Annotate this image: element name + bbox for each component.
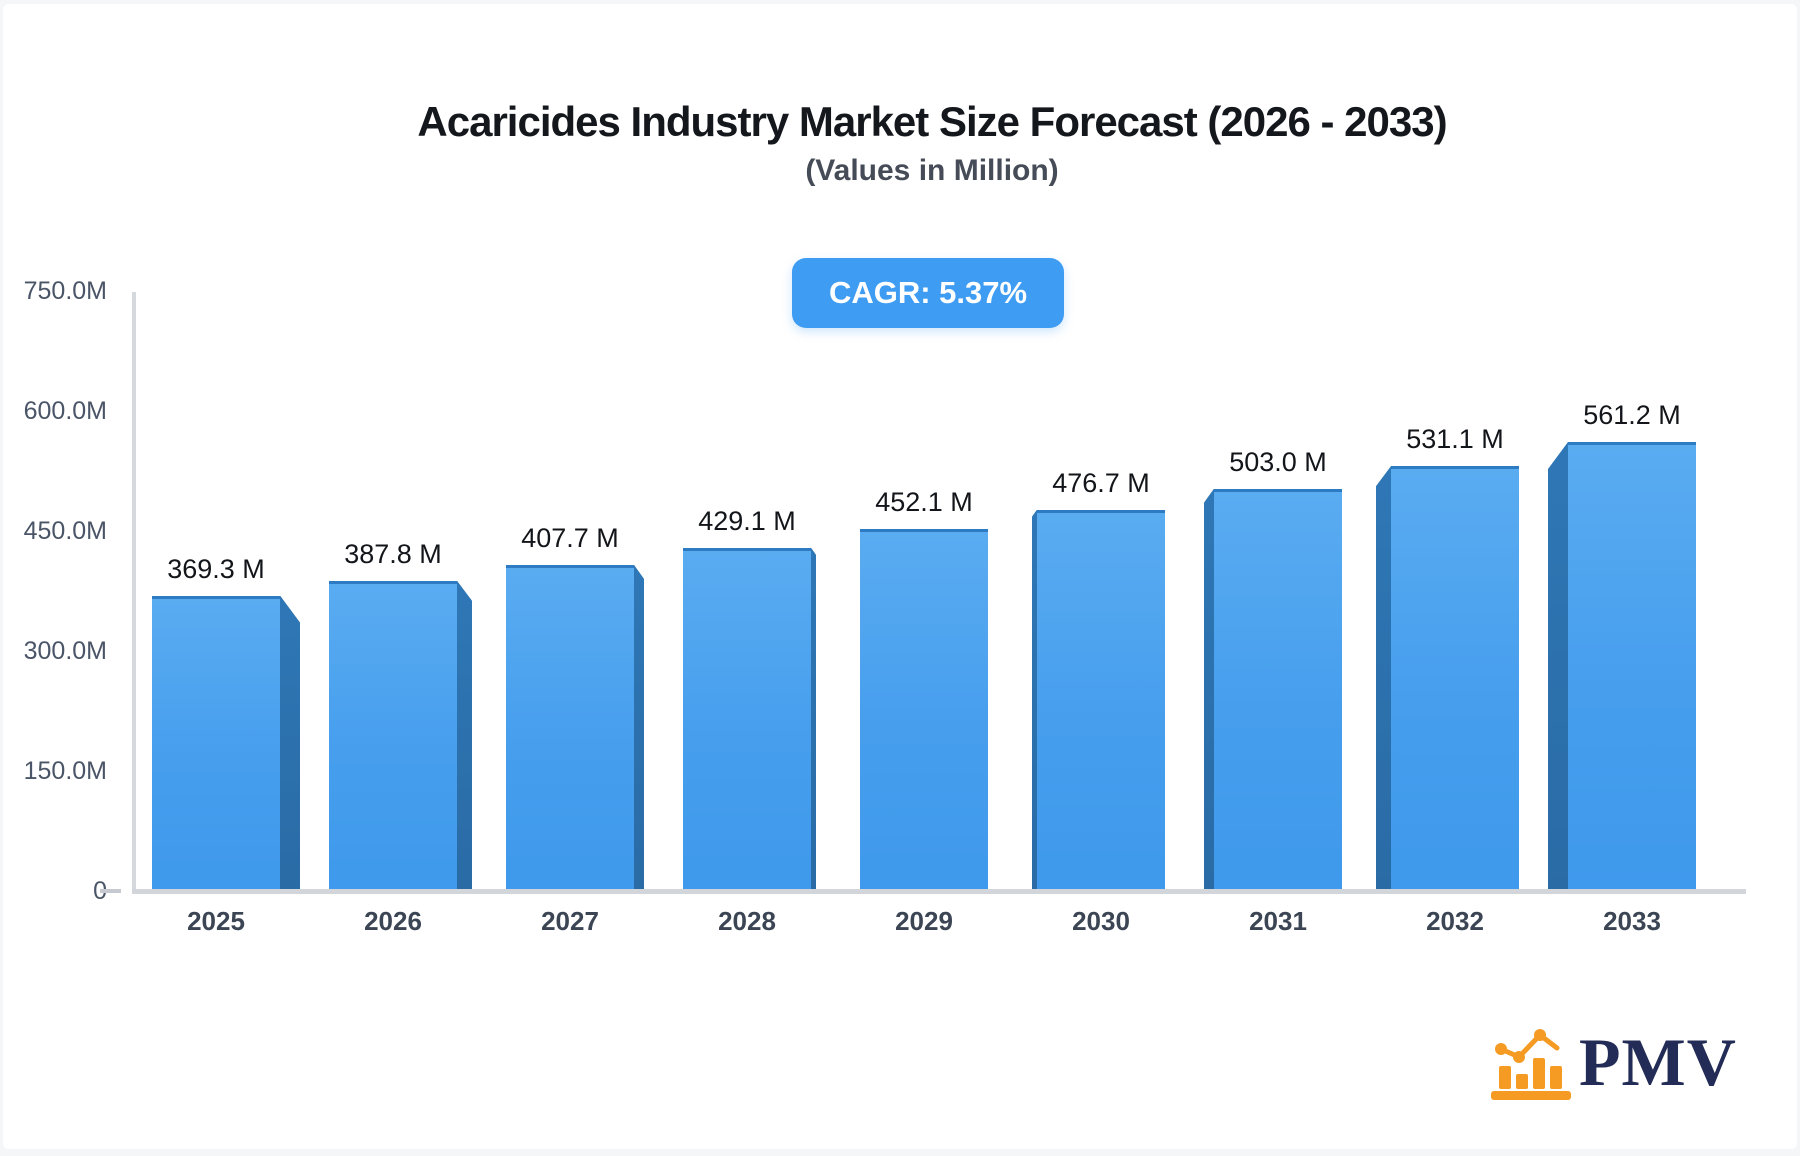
zero-tick-mark — [100, 889, 121, 893]
bar-3d-side — [811, 547, 816, 891]
y-axis-tick-label: 600.0M — [23, 397, 107, 425]
x-axis-tick-label: 2033 — [1603, 906, 1661, 936]
x-axis-tick-label: 2031 — [1249, 906, 1307, 936]
bar-2026[interactable] — [329, 580, 457, 891]
bar-2025[interactable] — [152, 595, 280, 891]
bar-2027[interactable] — [506, 564, 634, 891]
bar-2032[interactable] — [1391, 466, 1519, 891]
pmv-logo-text: PMV — [1579, 1024, 1737, 1100]
cagr-badge: CAGR: 5.37% — [792, 258, 1064, 328]
y-axis-tick-label: 0 — [3, 875, 107, 907]
x-axis-tick-label: 2025 — [187, 906, 245, 936]
y-axis-tick-label: 750.0M — [23, 277, 107, 305]
bar-value-label: 407.7 M — [521, 522, 619, 553]
bar-value-label: 476.7 M — [1052, 467, 1150, 498]
x-axis-tick-label: 2029 — [895, 906, 953, 936]
bar-2028[interactable] — [683, 547, 811, 891]
bar-3d-side — [457, 580, 472, 891]
y-axis-tick-label: 300.0M — [23, 637, 107, 665]
pmv-logo: PMV — [1491, 1022, 1737, 1102]
chart-subtitle: (Values in Million) — [805, 154, 1059, 187]
bar-2033[interactable] — [1568, 442, 1696, 891]
y-axis-tick-label: 150.0M — [23, 757, 107, 785]
y-axis-line — [132, 292, 136, 893]
y-axis-tick-label: 450.0M — [23, 517, 107, 545]
x-axis-line — [132, 889, 1746, 894]
bar-3d-side — [1376, 466, 1391, 891]
bar-value-label: 531.1 M — [1406, 424, 1504, 455]
bar-3d-side — [1548, 442, 1568, 891]
bar-value-label: 561.2 M — [1583, 400, 1681, 431]
x-axis-tick-label: 2030 — [1072, 906, 1130, 936]
bar-value-label: 503.0 M — [1229, 446, 1327, 477]
chart-title: Acaricides Industry Market Size Forecast… — [417, 98, 1447, 145]
bar-3d-side — [634, 564, 644, 891]
x-axis-tick-label: 2028 — [718, 906, 776, 936]
bar-value-label: 429.1 M — [698, 505, 796, 536]
bar-2030[interactable] — [1037, 509, 1165, 891]
x-axis-tick-label: 2027 — [541, 906, 599, 936]
bar-2029[interactable] — [860, 529, 988, 891]
x-axis-tick-label: 2026 — [364, 906, 422, 936]
bar-value-label: 387.8 M — [344, 538, 442, 569]
chart-card: Acaricides Industry Market Size Forecast… — [3, 4, 1797, 1149]
bar-value-label: 369.3 M — [167, 553, 265, 584]
bar-2031[interactable] — [1214, 488, 1342, 891]
bar-3d-side — [280, 595, 300, 891]
bar-chart-plot: 750.0M 600.0M 450.0M 300.0M 150.0M 0 369.3 M 20… — [3, 4, 1797, 1149]
bar-3d-side — [1032, 509, 1037, 891]
bar-value-label: 452.1 M — [875, 487, 973, 518]
x-axis-tick-label: 2032 — [1426, 906, 1484, 936]
bar-chart-trend-icon — [1491, 1029, 1571, 1100]
bar-3d-side — [1204, 488, 1214, 891]
